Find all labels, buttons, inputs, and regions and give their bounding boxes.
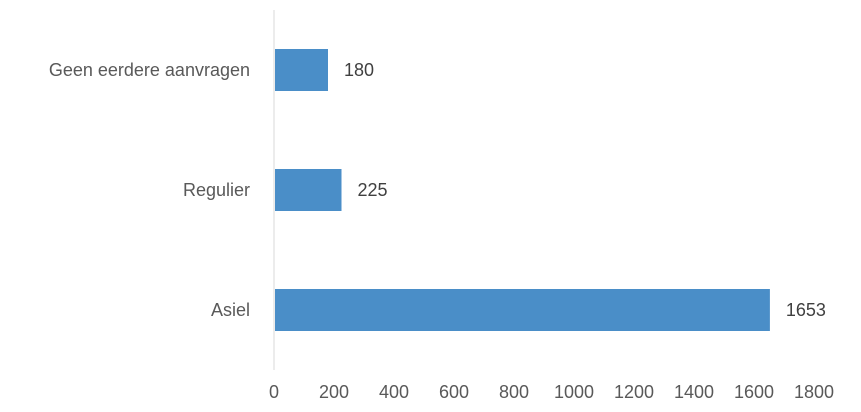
data-label: 180 — [344, 60, 374, 80]
data-label: 225 — [358, 180, 388, 200]
x-tick-label: 800 — [499, 382, 529, 402]
category-label: Asiel — [211, 300, 250, 320]
x-tick-label: 600 — [439, 382, 469, 402]
bar-asiel — [275, 289, 770, 331]
x-tick-label: 0 — [269, 382, 279, 402]
x-tick-label: 1400 — [674, 382, 714, 402]
x-tick-label: 1600 — [734, 382, 774, 402]
bar-geen-eerdere-aanvragen — [275, 49, 328, 91]
bar-regulier — [275, 169, 342, 211]
data-label: 1653 — [786, 300, 826, 320]
x-tick-label: 1800 — [794, 382, 834, 402]
category-label: Geen eerdere aanvragen — [49, 60, 250, 80]
x-tick-label: 1200 — [614, 382, 654, 402]
x-tick-label: 400 — [379, 382, 409, 402]
category-label: Regulier — [183, 180, 250, 200]
x-tick-label: 200 — [319, 382, 349, 402]
x-tick-label: 1000 — [554, 382, 594, 402]
